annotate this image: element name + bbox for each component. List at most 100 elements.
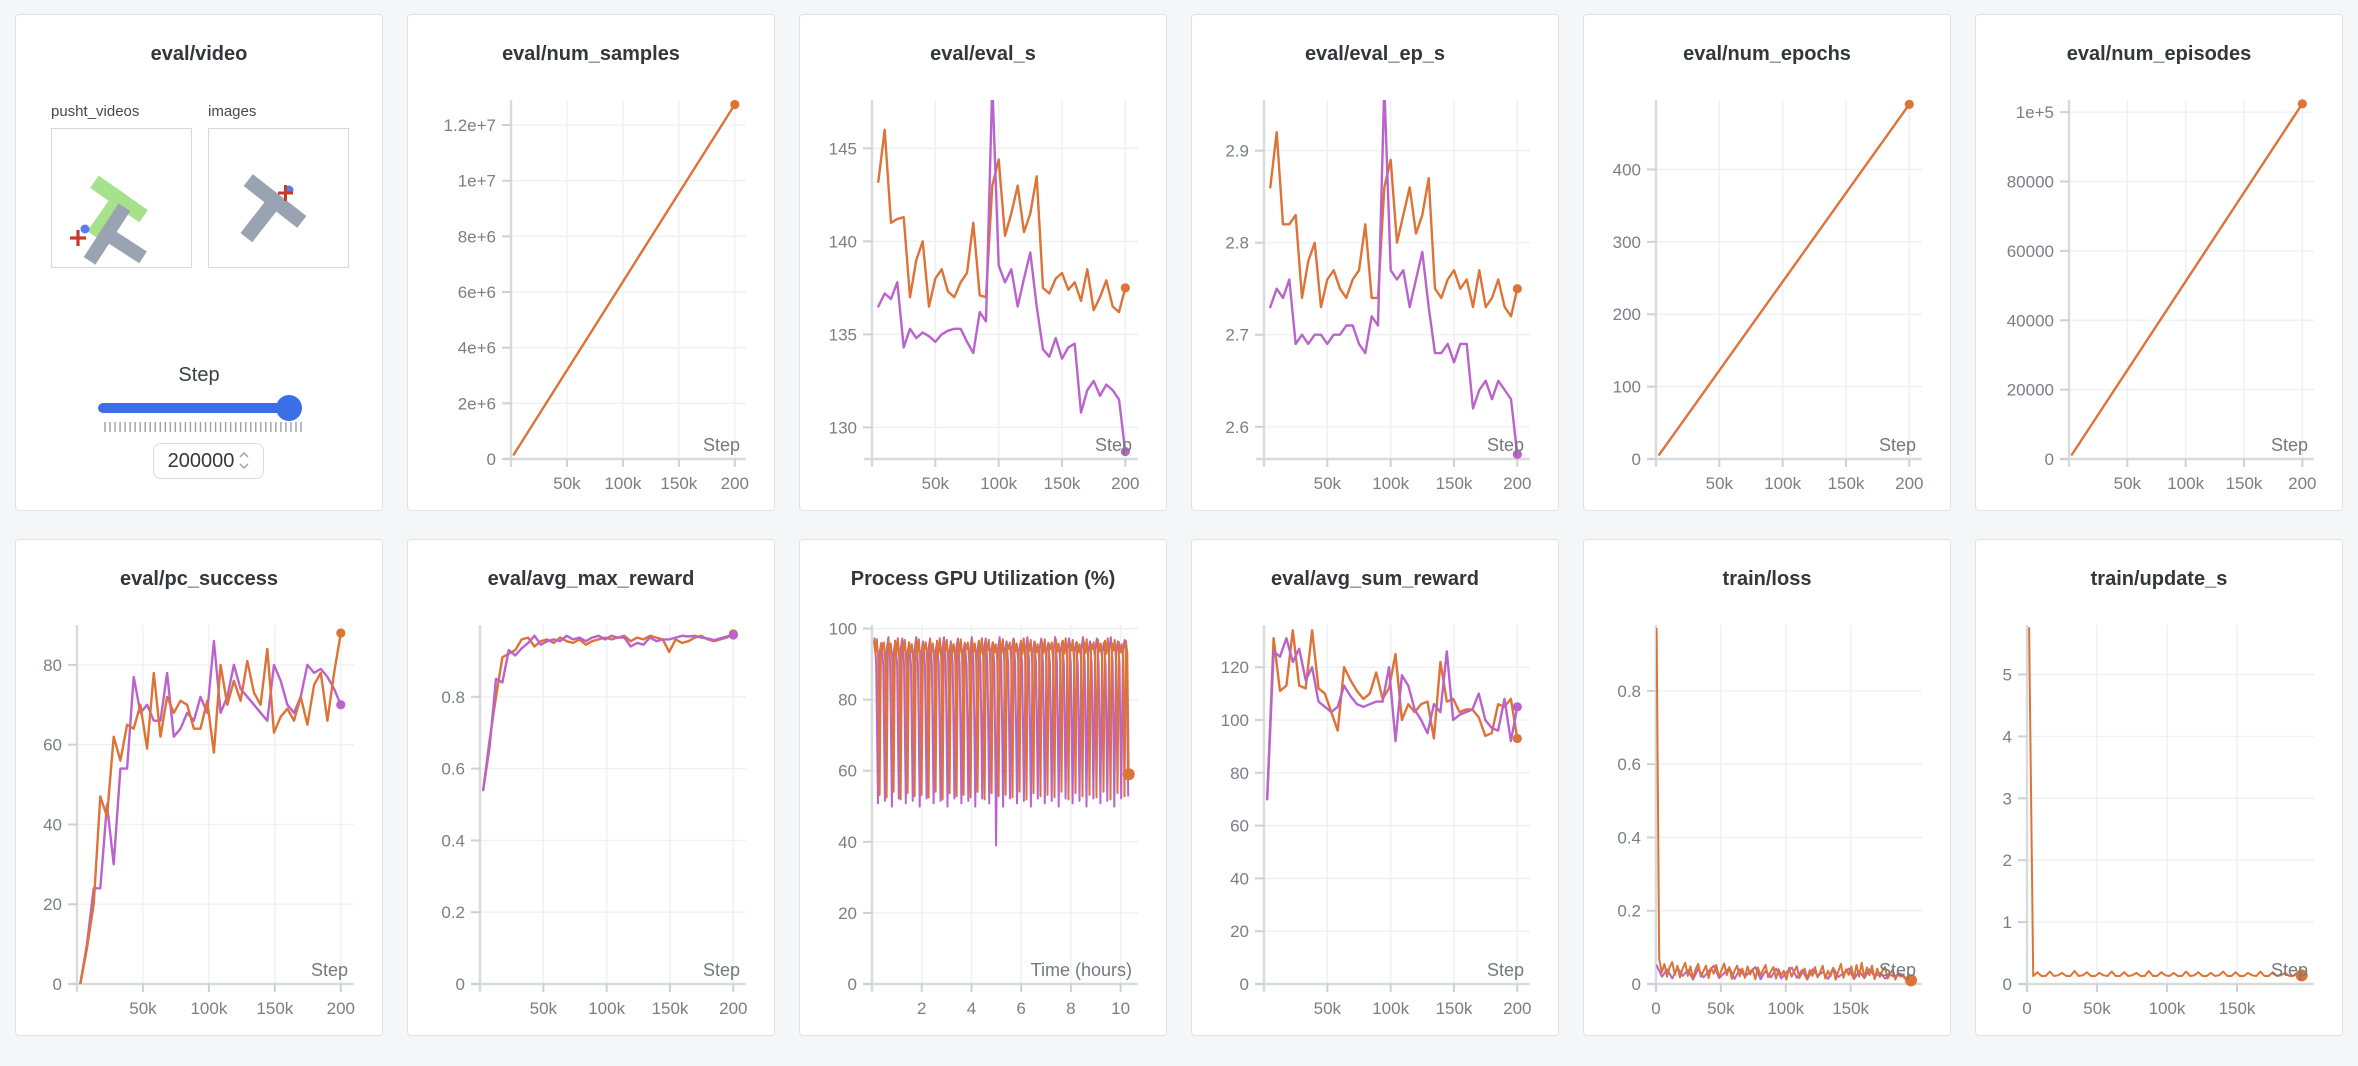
x-tick-label: 50k — [129, 999, 157, 1018]
series-end-dot — [1512, 702, 1522, 712]
x-tick-label: 150k — [1436, 999, 1473, 1018]
y-tick-label: 400 — [1613, 160, 1641, 179]
panel-eval-num-epochs: eval/num_epochs 0 100 200 300 400 50k 100k 150k 2… — [1583, 14, 1951, 511]
x-axis-label: Step — [1095, 435, 1132, 455]
chart-title: eval/pc_success — [120, 568, 278, 590]
series-end-dot — [1120, 446, 1130, 457]
y-tick-label: 8e+6 — [458, 227, 496, 246]
series-end-dot — [2297, 99, 2307, 109]
chart-canvas[interactable]: 2.6 2.7 2.8 2.9 50k 100k 150k 200 Step — [1192, 85, 1559, 505]
x-tick-label: 100k — [1372, 474, 1409, 493]
chart-canvas[interactable]: 0 1 2 3 4 5 0 50k 100k 150k Step — [1976, 610, 2343, 1030]
y-tick-label: 0.6 — [441, 760, 465, 779]
x-tick-label: 8 — [1066, 999, 1075, 1018]
step-slider[interactable] — [98, 403, 296, 413]
chart-title: train/update_s — [2090, 568, 2228, 590]
chart-canvas[interactable]: 130 135 140 145 50k 100k 150k 200 Step — [800, 85, 1167, 505]
y-tick-label: 0.8 — [1617, 682, 1641, 701]
chart-canvas[interactable]: 0 20 40 60 80 100 2 4 6 8 10 Time (hours) — [800, 610, 1167, 1030]
pusht-video-frame[interactable] — [51, 128, 192, 268]
y-tick-label: 5 — [2003, 666, 2012, 685]
panel-eval-eval-s: eval/eval_s 130 135 140 145 50k 100k 150k 200 Ste… — [799, 14, 1167, 511]
chart-title: train/loss — [1722, 568, 1812, 590]
y-tick-label: 80000 — [2007, 173, 2054, 192]
y-tick-label: 2.7 — [1225, 326, 1249, 345]
step-input[interactable]: 200000 — [153, 443, 264, 479]
x-axis-label: Time (hours) — [1031, 960, 1132, 980]
pusht-scene-icon — [70, 175, 148, 265]
x-tick-label: 50k — [1314, 999, 1342, 1018]
chart-title: Process GPU Utilization (%) — [850, 568, 1116, 590]
y-tick-label: 80 — [1230, 764, 1249, 783]
x-tick-label: 10 — [1111, 999, 1130, 1018]
series-end-dot — [1122, 768, 1135, 781]
x-axis-label: Step — [311, 960, 348, 980]
x-tick-label: 0 — [2022, 999, 2031, 1018]
chart-canvas[interactable]: 0 20 40 60 80 100 120 50k 100k 150k 200 Step — [1192, 610, 1559, 1030]
chart-canvas[interactable]: 0 0.2 0.4 0.6 0.8 0 50k 100k 150k Step — [1584, 610, 1951, 1030]
chart-canvas[interactable]: 0 2e+6 4e+6 6e+6 8e+6 1e+7 1.2e+7 50k 100k 150k 20… — [408, 85, 775, 505]
x-tick-label: 200 — [721, 474, 749, 493]
chart-canvas[interactable]: 0 20000 40000 60000 80000 1e+5 50k 100k 150k 200 S… — [1976, 85, 2343, 505]
y-tick-label: 145 — [829, 139, 857, 158]
series-end-dot — [336, 628, 346, 638]
x-axis-label: Step — [1879, 435, 1916, 455]
y-tick-label: 60 — [1230, 817, 1249, 836]
step-slider-label: Step — [178, 364, 220, 386]
x-tick-label: 50k — [1707, 999, 1735, 1018]
x-tick-label: 50k — [1314, 474, 1342, 493]
y-tick-label: 0 — [53, 975, 62, 994]
x-axis-label: Step — [1487, 435, 1524, 455]
x-tick-label: 50k — [922, 474, 950, 493]
chart-title: eval/num_episodes — [2066, 43, 2252, 65]
thumbnail-images[interactable]: images — [208, 103, 349, 268]
thumbnail-label: pusht_videos — [51, 103, 140, 120]
y-tick-label: 80 — [43, 656, 62, 675]
step-slider-knob[interactable] — [276, 395, 302, 421]
stepper-arrows-icon[interactable] — [239, 450, 249, 472]
images-frame[interactable] — [208, 128, 349, 268]
x-tick-label: 50k — [2083, 999, 2111, 1018]
y-tick-label: 1.2e+7 — [444, 116, 496, 135]
panel-process-gpu-utilization: Process GPU Utilization (%) 0 20 40 60 80 100 2… — [799, 539, 1167, 1036]
panel-eval-eval-ep-s: eval/eval_ep_s 2.6 2.7 2.8 2.9 50k 100k 150k 200… — [1191, 14, 1559, 511]
chart-canvas[interactable]: 0 0.2 0.4 0.6 0.8 50k 100k 150k 200 Step — [408, 610, 775, 1030]
step-input-value: 200000 — [167, 449, 235, 472]
series-end-dot — [728, 630, 738, 640]
panel-eval-avg-max-reward: eval/avg_max_reward 0 0.2 0.4 0.6 0.8 50k 100k 1… — [407, 539, 775, 1036]
x-tick-label: 150k — [652, 999, 689, 1018]
chart-canvas[interactable]: 0 20 40 60 80 50k 100k 150k 200 Step — [16, 610, 383, 1030]
series-end-dot — [1904, 974, 1917, 987]
x-tick-label: 50k — [1706, 474, 1734, 493]
y-tick-label: 1e+7 — [458, 172, 496, 191]
y-tick-label: 60 — [838, 762, 857, 781]
x-tick-label: 150k — [1828, 474, 1865, 493]
series-end-dot — [1512, 733, 1522, 744]
y-tick-label: 0 — [2045, 450, 2054, 469]
y-tick-label: 20 — [1230, 922, 1249, 941]
series-end-dot — [1904, 99, 1914, 109]
y-tick-label: 0 — [487, 450, 496, 469]
series-end-dot — [730, 99, 740, 110]
chart-canvas[interactable]: 0 100 200 300 400 50k 100k 150k 200 Step — [1584, 85, 1951, 505]
y-tick-label: 2.8 — [1225, 234, 1249, 253]
series-end-dot — [1120, 283, 1130, 293]
y-tick-label: 1e+5 — [2016, 103, 2054, 122]
y-tick-label: 4 — [2003, 727, 2012, 746]
pusht-image-icon — [240, 174, 307, 243]
x-tick-label: 100k — [1767, 999, 1804, 1018]
x-tick-label: 200 — [327, 999, 355, 1018]
series-end-dot — [2295, 969, 2308, 982]
y-tick-label: 2 — [2003, 851, 2012, 870]
chart-title: eval/avg_sum_reward — [1271, 568, 1479, 590]
thumbnail-label: images — [208, 103, 257, 120]
x-tick-label: 100k — [588, 999, 625, 1018]
y-tick-label: 100 — [1221, 711, 1249, 730]
y-tick-label: 20000 — [2007, 381, 2054, 400]
y-tick-label: 300 — [1613, 233, 1641, 252]
video-panel-title: eval/video — [150, 43, 248, 65]
x-axis-label: Step — [1879, 960, 1916, 980]
thumbnail-pusht-videos[interactable]: pusht_videos — [51, 103, 192, 268]
x-tick-label: 200 — [2288, 474, 2316, 493]
